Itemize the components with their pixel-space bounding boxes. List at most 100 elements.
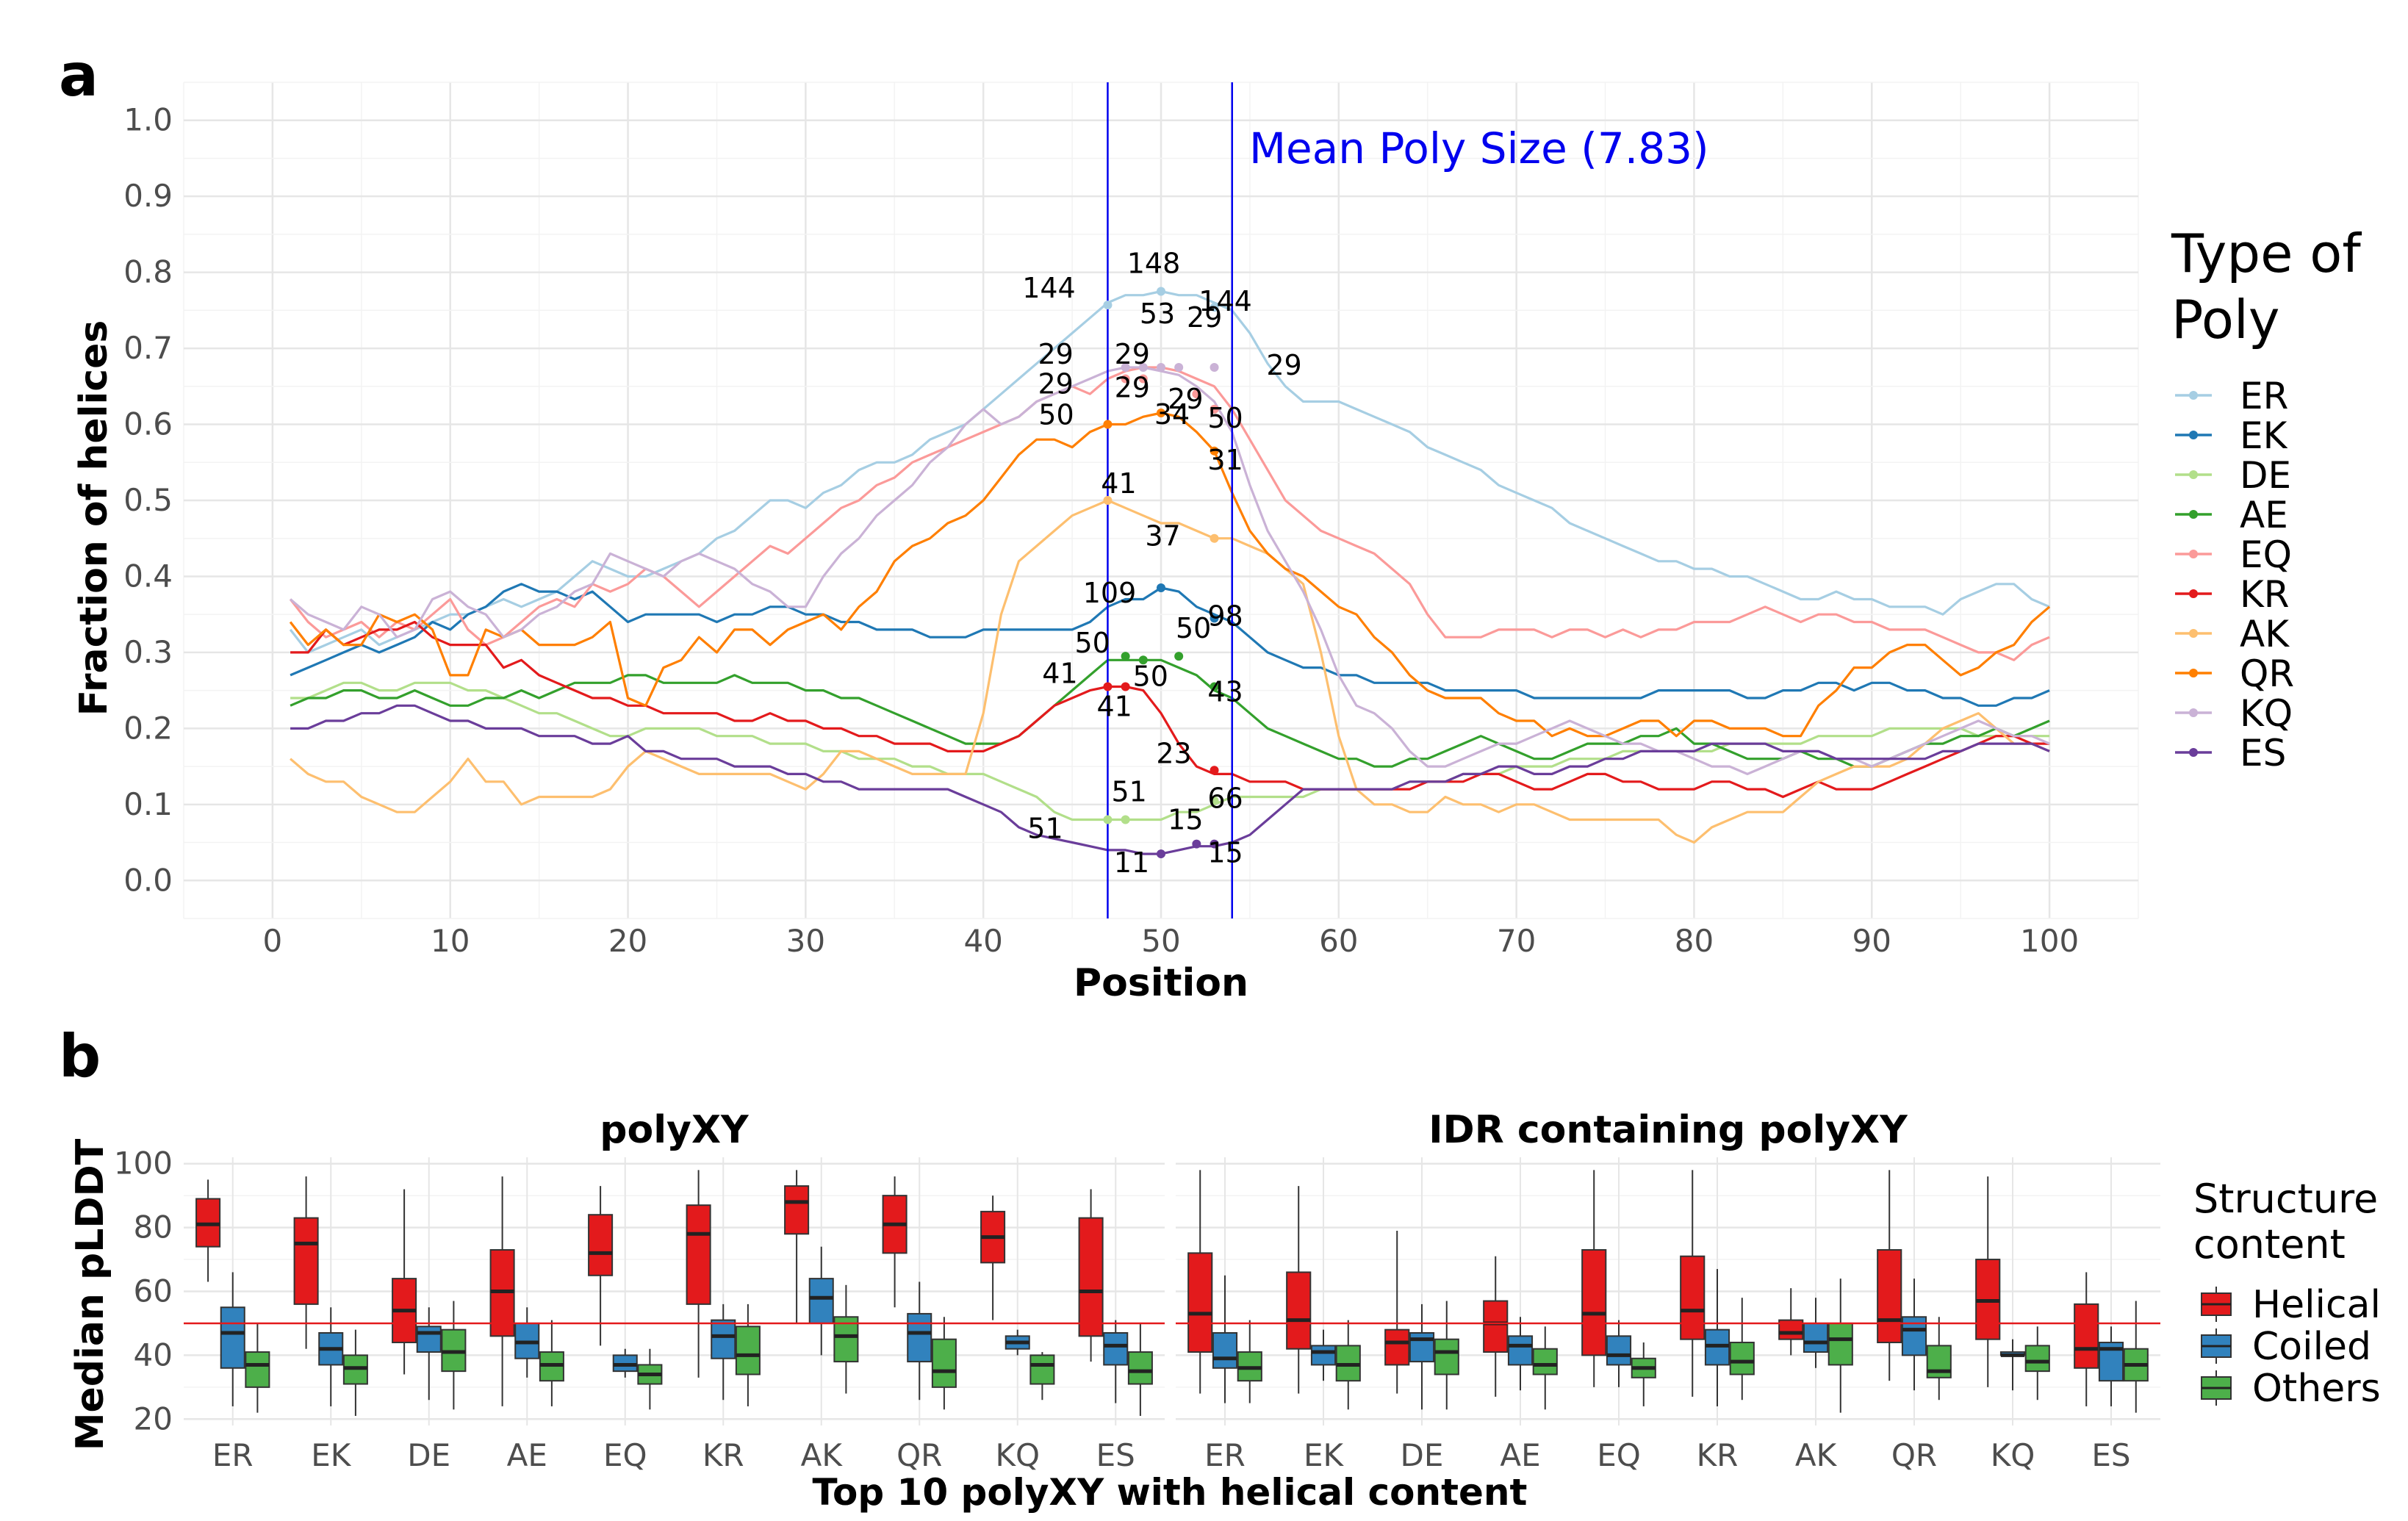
annotation-count-label: 34 — [1154, 398, 1190, 431]
annotation-count-label: 29 — [1038, 367, 1073, 400]
annotation-point — [1210, 446, 1219, 456]
x-tick-label: KR — [702, 1437, 744, 1473]
annotation-count-label: 148 — [1127, 248, 1181, 280]
annotation-count-label: 109 — [1083, 577, 1137, 609]
series-line-kr — [290, 620, 2050, 799]
legend-a-dot — [2189, 589, 2198, 598]
legend-a-dot — [2189, 629, 2198, 638]
legend-a-dot — [2189, 669, 2198, 677]
box-others — [1127, 1351, 1153, 1385]
box-helical — [1581, 1249, 1607, 1356]
box-helical — [686, 1204, 711, 1305]
panel-b-y-label: Median pLDDT — [68, 1138, 112, 1450]
annotation-point — [1121, 682, 1130, 691]
box-helical — [1286, 1271, 1312, 1350]
annotation-point — [1121, 652, 1130, 661]
y-tick-label: 0.5 — [123, 482, 173, 518]
annotation-point — [1103, 420, 1113, 429]
annotation-point — [1121, 815, 1130, 824]
box-others — [1029, 1354, 1055, 1385]
annotation-count-label: 98 — [1207, 600, 1243, 632]
box-others — [245, 1351, 270, 1388]
legend-a-label: AE — [2240, 494, 2288, 536]
annotation-count-label: 29 — [1038, 338, 1073, 370]
legend-a-label: KQ — [2240, 692, 2293, 735]
annotation-count-label: 29 — [1115, 371, 1150, 403]
box-helical — [1877, 1249, 1902, 1344]
box-helical — [784, 1185, 810, 1235]
annotation-point — [1103, 682, 1113, 691]
box-coiled — [1212, 1331, 1238, 1369]
x-tick-label: ES — [1096, 1437, 1135, 1473]
x-tick-label: EQ — [603, 1437, 647, 1473]
box-others — [1532, 1348, 1558, 1376]
x-tick-label: 90 — [1852, 923, 1891, 959]
legend-a-dot — [2189, 470, 2198, 479]
annotation-point — [1103, 301, 1113, 310]
annotation-count-label: 66 — [1207, 783, 1243, 815]
y-tick-label: 1.0 — [123, 102, 173, 138]
x-tick-label: DE — [407, 1437, 450, 1473]
series-line-kq — [290, 366, 2050, 776]
box-helical — [1483, 1300, 1509, 1353]
annotation-count-label: 53 — [1140, 298, 1175, 330]
y-tick-label: 0.4 — [123, 558, 173, 594]
legend-a-label: DE — [2240, 454, 2291, 497]
annotation-point — [1210, 614, 1219, 623]
box-others — [735, 1326, 761, 1376]
annotation-count-label: 50 — [1038, 399, 1074, 431]
annotation-point — [1103, 496, 1113, 505]
box-helical — [1078, 1217, 1104, 1337]
box-helical — [1384, 1328, 1410, 1366]
legend-a-label: ER — [2240, 375, 2288, 417]
box-coiled — [220, 1306, 245, 1369]
x-tick-label: AE — [1500, 1437, 1540, 1473]
box-others — [1729, 1342, 1755, 1376]
box-others — [1434, 1338, 1459, 1376]
legend-b-label: Coiled — [2252, 1325, 2371, 1369]
box-coiled — [1310, 1345, 1337, 1366]
annotation-point — [1103, 815, 1113, 824]
box-coiled — [711, 1319, 736, 1359]
annotation-count-label: 37 — [1145, 520, 1180, 553]
annotation-count-label: 29 — [1115, 338, 1150, 370]
facet-1: ER EK DE AE EQ KR AK QR KQ ES polyXY — [184, 1108, 1165, 1473]
x-tick-label: ER — [1204, 1437, 1246, 1473]
x-tick-label: 80 — [1675, 923, 1714, 959]
box-coiled — [1103, 1331, 1129, 1366]
y-tick-label: 0.3 — [123, 634, 173, 670]
legend-a-dot — [2189, 708, 2198, 717]
x-tick-label: 0 — [263, 923, 283, 959]
x-tick-label: ES — [2091, 1437, 2130, 1473]
series-line-er — [289, 290, 2050, 654]
annotation-count-label: 15 — [1168, 804, 1203, 836]
y-tick-label: 100 — [114, 1146, 173, 1182]
annotation-count-label: 50 — [1074, 627, 1110, 659]
series-line-qr — [289, 411, 2051, 738]
legend-a-label: AK — [2240, 613, 2290, 655]
annotation-point — [1210, 362, 1219, 372]
box-helical — [2074, 1303, 2099, 1369]
y-tick-label: 0.7 — [123, 330, 173, 366]
x-tick-label: 40 — [963, 923, 1002, 959]
panel-b-x-label: Top 10 polyXY with helical content — [813, 1471, 1528, 1514]
annotation-count-label: 41 — [1042, 657, 1077, 689]
panel-a-x-label: Position — [1074, 961, 1248, 1005]
annotation-point — [1138, 374, 1148, 384]
annotation-point — [1174, 652, 1184, 661]
x-tick-label: EK — [311, 1437, 352, 1473]
legend-a-dot — [2189, 391, 2198, 400]
annotation-count-label: 29 — [1187, 301, 1222, 334]
box-helical — [1680, 1255, 1706, 1340]
x-tick-label: DE — [1401, 1437, 1444, 1473]
facet-title: IDR containing polyXY — [1428, 1108, 1908, 1152]
legend-a-dot — [2189, 748, 2198, 757]
series-line-eq — [289, 366, 2050, 661]
box-coiled — [1606, 1335, 1632, 1366]
x-tick-label: 50 — [1141, 923, 1180, 959]
annotation-count-label: 15 — [1207, 837, 1243, 869]
